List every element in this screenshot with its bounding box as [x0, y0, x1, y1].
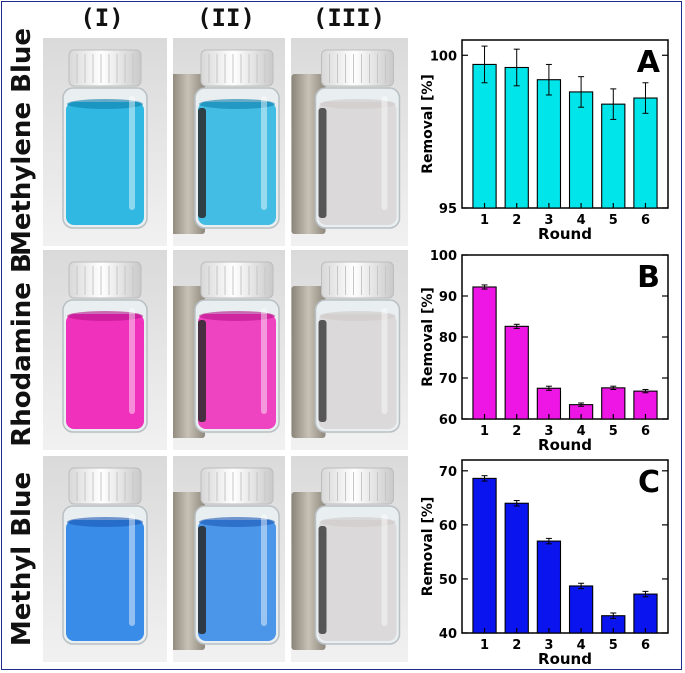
y-tick-label: 100 — [430, 49, 457, 64]
y-tick-label: 50 — [439, 573, 457, 588]
vial-cap — [321, 467, 394, 505]
bar — [472, 477, 497, 634]
vial-liquid — [198, 520, 276, 641]
bar — [536, 79, 562, 209]
magnetic-particles — [198, 526, 206, 634]
y-tick-label: 90 — [439, 290, 457, 305]
bar — [504, 325, 529, 420]
x-tick-label: 1 — [480, 638, 489, 653]
x-tick-label: 4 — [577, 638, 586, 653]
vial-photo-row1-col2 — [173, 38, 285, 246]
vial-photo-row1-col1 — [43, 38, 167, 246]
x-tick-label: 1 — [480, 424, 489, 439]
panel-label: B — [637, 260, 660, 295]
y-tick-label: 70 — [439, 465, 457, 480]
vial-liquid — [66, 520, 144, 641]
vial-cap — [321, 49, 394, 87]
bar — [536, 540, 562, 634]
vial-photo-row2-col3 — [291, 250, 408, 450]
y-tick-label: 60 — [439, 413, 457, 428]
x-tick-label: 6 — [641, 424, 650, 439]
bar — [633, 97, 658, 209]
column-header-iii: (III) — [312, 4, 386, 32]
y-axis-label: Removal [%] — [420, 287, 436, 387]
vial-photo-row1-col3 — [291, 38, 408, 246]
vial-liquid — [318, 314, 397, 429]
chart-panel-b: 60 70 80 90 100 1 2 3 4 5 6 Round Removal [%] B — [415, 245, 677, 455]
x-tick-label: 5 — [609, 424, 618, 439]
magnetic-particles — [318, 526, 327, 634]
bar — [568, 91, 594, 209]
vial-cap — [200, 49, 274, 87]
vial-liquid — [66, 314, 144, 429]
vial-liquid — [318, 520, 397, 641]
x-tick-label: 2 — [512, 213, 521, 228]
column-header-i: (I) — [80, 4, 124, 32]
chart-panel-c: 40 50 60 70 1 2 3 4 5 6 Round Removal [%] C — [415, 455, 677, 668]
bar — [504, 502, 529, 634]
x-tick-label: 2 — [512, 424, 521, 439]
y-tick-label: 95 — [439, 202, 457, 217]
panel-label: C — [638, 465, 660, 500]
vial-liquid — [318, 102, 397, 225]
row-label-methyl-blue: Methyl Blue — [7, 471, 38, 647]
vial-cap — [200, 261, 274, 299]
x-tick-label: 3 — [544, 424, 553, 439]
x-axis-label: Round — [538, 650, 592, 668]
vial-liquid — [66, 102, 144, 225]
bar — [633, 593, 658, 634]
y-tick-label: 100 — [430, 249, 457, 264]
magnetic-particles — [318, 320, 327, 422]
x-axis-label: Round — [538, 225, 592, 243]
y-axis-label: Removal [%] — [420, 497, 436, 597]
vial-photo-row3-col3 — [291, 456, 408, 662]
bar — [472, 63, 497, 209]
column-header-ii: (II) — [197, 4, 255, 32]
x-tick-label: 6 — [641, 213, 650, 228]
bar — [472, 286, 497, 420]
x-tick-label: 2 — [512, 638, 521, 653]
vial-photo-row2-col2 — [173, 250, 285, 450]
x-tick-label: 6 — [641, 638, 650, 653]
vial-liquid — [198, 102, 276, 225]
x-tick-label: 4 — [577, 424, 586, 439]
x-tick-label: 3 — [544, 638, 553, 653]
vial-liquid — [198, 314, 276, 429]
vial-cap — [68, 261, 142, 299]
vial-photo-row3-col2 — [173, 456, 285, 662]
y-tick-label: 40 — [439, 627, 457, 642]
magnetic-particles — [198, 320, 206, 422]
vial-cap — [321, 261, 394, 299]
plot-frame — [461, 39, 669, 209]
x-tick-label: 3 — [544, 213, 553, 228]
plot-frame — [461, 459, 669, 634]
magnetic-particles — [318, 108, 327, 218]
x-tick-label: 5 — [609, 213, 618, 228]
chart-panel-a: 95 100 1 2 3 4 5 6 Round Removal [%] A — [415, 36, 677, 246]
y-tick-label: 70 — [439, 372, 457, 387]
vial-cap — [68, 467, 142, 505]
row-label-rhodamine-b: Rhodamine B — [7, 253, 38, 447]
vial-cap — [68, 49, 142, 87]
bar — [568, 585, 594, 634]
y-tick-label: 80 — [439, 331, 457, 346]
x-tick-label: 1 — [480, 213, 489, 228]
magnetic-particles — [198, 108, 206, 218]
x-axis-label: Round — [538, 436, 592, 454]
vial-cap — [200, 467, 274, 505]
bar — [504, 66, 529, 209]
y-tick-label: 60 — [439, 519, 457, 534]
panel-label: A — [637, 45, 661, 80]
vial-photo-row3-col1 — [43, 456, 167, 662]
vial-photo-row2-col1 — [43, 250, 167, 450]
x-tick-label: 4 — [577, 213, 586, 228]
row-label-methylene-blue: Methylene Blue — [7, 27, 38, 257]
y-axis-label: Removal [%] — [420, 74, 436, 174]
x-tick-label: 5 — [609, 638, 618, 653]
